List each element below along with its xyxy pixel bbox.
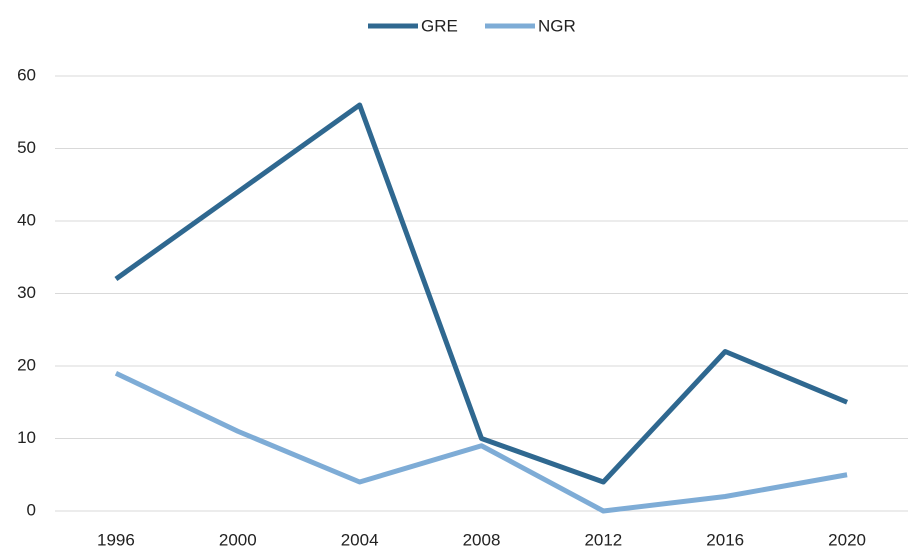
y-tick-label: 20 [17, 355, 36, 374]
x-tick-label: 2020 [828, 530, 866, 549]
x-tick-label: 2016 [706, 530, 744, 549]
legend-label: GRE [421, 16, 458, 35]
x-tick-label: 2008 [463, 530, 501, 549]
y-tick-label: 10 [17, 428, 36, 447]
legend-label: NGR [538, 16, 576, 35]
y-tick-label: 30 [17, 283, 36, 302]
x-tick-label: 2000 [219, 530, 257, 549]
y-tick-label: 40 [17, 210, 36, 229]
x-tick-label: 2004 [341, 530, 379, 549]
y-tick-label: 50 [17, 138, 36, 157]
series-line [114, 370, 848, 514]
x-tick-label: 2012 [584, 530, 622, 549]
y-tick-label: 0 [27, 500, 36, 519]
y-tick-label: 60 [17, 65, 36, 84]
x-tick-label: 1996 [97, 530, 135, 549]
series-line [114, 102, 849, 485]
